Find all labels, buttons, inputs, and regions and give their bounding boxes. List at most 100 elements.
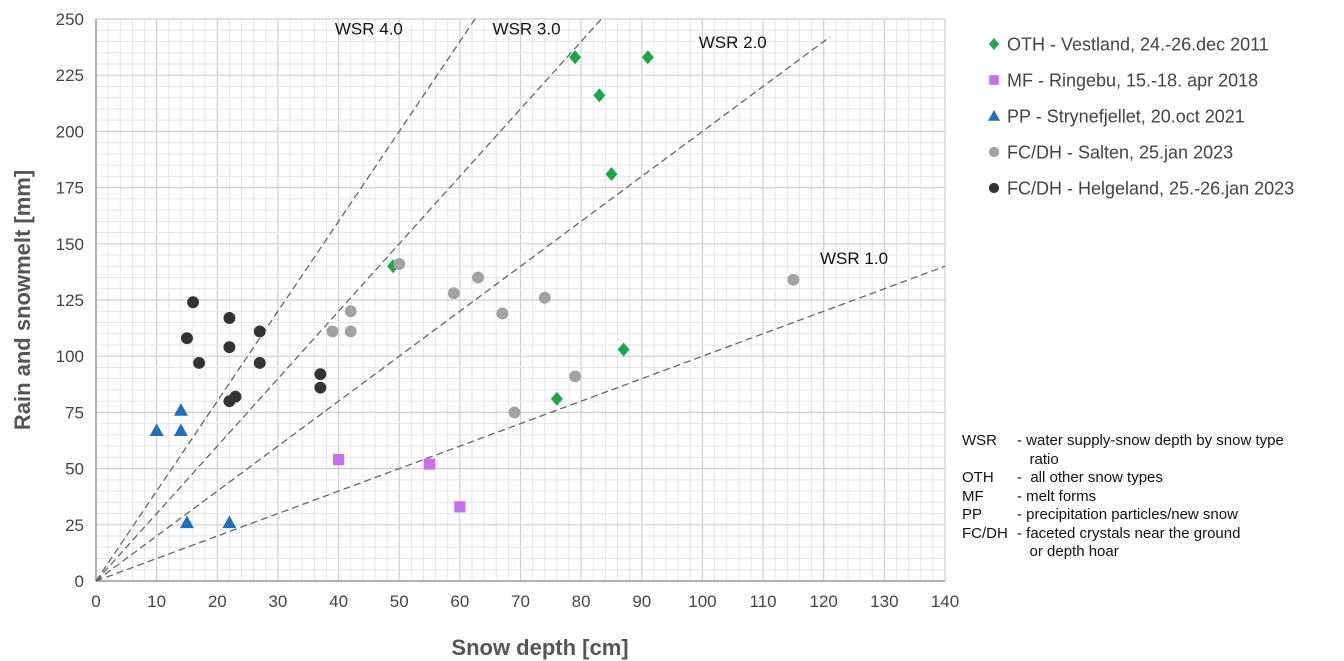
abbreviation-definition: - water supply-snow depth by snow type <box>1017 432 1284 449</box>
data-points <box>149 50 800 529</box>
data-point <box>641 50 654 65</box>
legend-marker-icon <box>988 110 1000 122</box>
ratio-line <box>95 36 831 582</box>
data-point <box>617 342 630 357</box>
data-point <box>229 390 242 403</box>
data-point <box>187 296 199 309</box>
y-tick-label: 150 <box>56 235 84 254</box>
legend-marker <box>988 183 1000 194</box>
ratio-line-label: WSR 1.0 <box>820 249 888 268</box>
legend-marker-icon <box>988 147 1000 158</box>
legend-marker-icon <box>989 75 999 86</box>
ratio-line-label: WSR 2.0 <box>699 33 767 52</box>
grid <box>95 18 946 582</box>
data-point <box>569 50 582 65</box>
data-point <box>223 341 236 354</box>
ratio-line-label: WSR 4.0 <box>335 20 403 39</box>
legend-item: PP - Strynefjellet, 20.oct 2021 <box>985 100 1294 136</box>
x-tick-label: 60 <box>450 592 469 611</box>
data-point <box>314 381 327 394</box>
ratio-line <box>95 265 946 582</box>
data-point <box>569 370 582 383</box>
legend-label: FC/DH - Helgeland, 25.-26.jan 2023 <box>1007 178 1295 199</box>
y-tick-label: 225 <box>56 66 84 85</box>
abbreviation-key <box>962 543 1017 562</box>
legend-label: OTH - Vestland, 24.-26.dec 2011 <box>1007 34 1269 55</box>
x-tick-label: 20 <box>208 592 227 611</box>
abbreviation-definition: - faceted crystals near the ground <box>1017 524 1241 542</box>
legend: OTH - Vestland, 24.-26.dec 2011 MF - Ring… <box>985 28 1294 208</box>
legend-item: FC/DH - Helgeland, 25.-26.jan 2023 <box>985 172 1294 208</box>
data-point <box>222 515 237 529</box>
abbreviation-row: PP - precipitation particles/new snow <box>962 506 1337 525</box>
legend-marker <box>988 147 1000 158</box>
abbreviation-row: ratio <box>962 451 1337 470</box>
data-point <box>149 423 164 436</box>
tick-labels: 0 10 20 30 40 50 60 70 80 90 100 110 120 130 140 0 25 50 7… <box>56 10 960 611</box>
ratio-line-label: WSR 3.0 <box>493 20 561 39</box>
y-tick-label: 50 <box>65 460 84 479</box>
x-tick-label: 100 <box>688 592 716 611</box>
data-point <box>344 325 357 338</box>
abbreviation-row: OTH - all other snow types <box>962 469 1337 488</box>
data-point <box>253 356 266 369</box>
data-point <box>326 325 339 338</box>
ratio-line <box>95 18 602 582</box>
data-point <box>173 423 188 436</box>
x-tick-label: 120 <box>810 592 838 611</box>
abbreviation-definition: - melt forms <box>1017 487 1097 505</box>
abbreviation-key: PP <box>962 506 983 523</box>
y-tick-label: 100 <box>56 347 84 366</box>
abbreviation-definition: ratio <box>1017 450 1059 468</box>
abbreviation-row: or depth hoar <box>962 543 1337 562</box>
legend-label: MF - Ringebu, 15.-18. apr 2018 <box>1007 70 1259 91</box>
x-tick-label: 0 <box>91 592 100 611</box>
x-tick-label: 110 <box>750 592 777 611</box>
data-point <box>454 501 466 513</box>
legend-marker-icon <box>988 38 1000 51</box>
x-tick-label: 10 <box>147 592 166 611</box>
data-point <box>393 258 406 270</box>
legend-item: MF - Ringebu, 15.-18. apr 2018 <box>985 64 1294 100</box>
data-point <box>253 325 266 338</box>
data-point <box>173 403 188 416</box>
data-point <box>332 454 345 466</box>
data-point <box>179 515 194 529</box>
x-tick-label: 90 <box>632 592 651 611</box>
legend-item: OTH - Vestland, 24.-26.dec 2011 <box>985 28 1294 64</box>
x-tick-label: 80 <box>572 592 591 611</box>
abbreviation-row: FC/DH - faceted crystals near the ground <box>962 525 1337 544</box>
data-point <box>181 332 193 345</box>
abbreviation-row: WSR - water supply-snow depth by snow typ… <box>962 432 1337 451</box>
abbreviation-notes: WSR - water supply-snow depth by snow typ… <box>962 432 1337 562</box>
abbreviation-key <box>962 451 1017 470</box>
ratio-line <box>95 18 476 582</box>
x-tick-label: 70 <box>511 592 530 611</box>
data-point <box>550 391 563 406</box>
y-tick-label: 175 <box>56 179 84 198</box>
abbreviation-key: WSR <box>962 432 997 449</box>
x-tick-label: 50 <box>390 592 409 611</box>
ratio-lines: WSR 4.0 WSR 3.0 WSR 2.0 WSR 1.0 <box>95 18 946 582</box>
data-point <box>605 167 618 182</box>
x-tick-label: 140 <box>931 592 959 611</box>
data-point <box>593 88 606 103</box>
y-tick-label: 200 <box>56 122 84 141</box>
abbreviation-key: FC/DH <box>962 524 1008 542</box>
legend-marker-icon <box>988 183 1000 194</box>
x-axis-title: Snow depth [cm] <box>451 635 628 660</box>
abbreviation-definition: - all other snow types <box>1017 469 1163 486</box>
data-point <box>223 312 236 324</box>
axes <box>95 19 945 582</box>
data-point <box>344 305 357 318</box>
y-tick-label: 25 <box>65 516 84 535</box>
legend-label: FC/DH - Salten, 25.jan 2023 <box>1007 142 1234 163</box>
data-point <box>193 356 206 369</box>
data-point <box>508 406 521 419</box>
y-tick-label: 250 <box>56 10 84 29</box>
legend-marker <box>989 75 999 86</box>
x-tick-label: 40 <box>329 592 348 611</box>
data-point <box>538 291 551 304</box>
legend-item: FC/DH - Salten, 25.jan 2023 <box>985 136 1294 172</box>
x-tick-label: 130 <box>870 592 898 611</box>
